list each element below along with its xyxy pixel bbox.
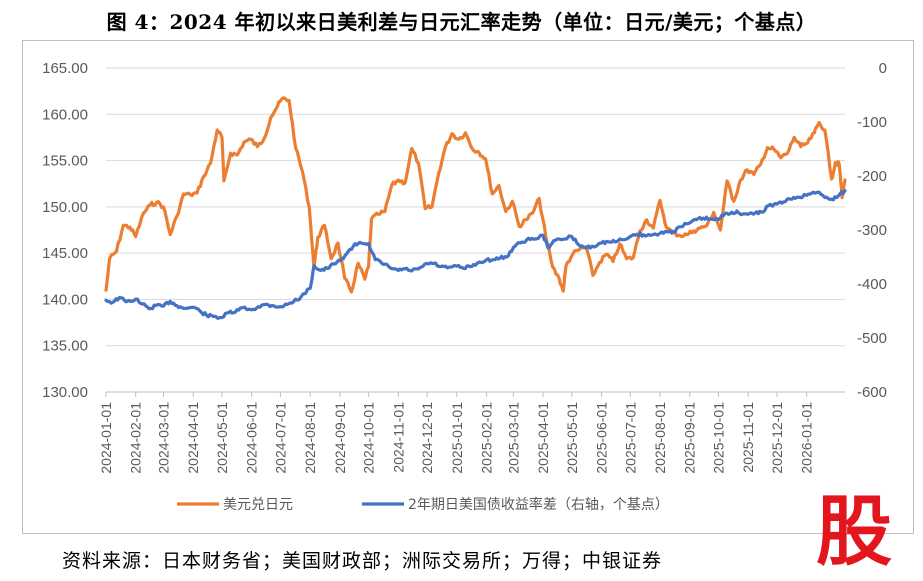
brand-logo-glyph: 股 xyxy=(816,487,892,570)
legend-label: 2年期日美国债收益率差（右轴，个基点） xyxy=(408,496,669,513)
x-tick-label: 2024-01-01 xyxy=(98,402,114,474)
legend-label: 美元兑日元 xyxy=(223,497,293,513)
y-right-tick-label: -100 xyxy=(857,114,887,131)
x-tick-label: 2024-07-01 xyxy=(272,402,288,474)
x-tick-label: 2024-04-01 xyxy=(185,402,201,474)
y-right-tick-label: 0 xyxy=(879,60,887,77)
x-tick-label: 2024-03-01 xyxy=(156,402,172,474)
x-tick-label: 2025-09-01 xyxy=(682,402,698,474)
y-right-tick-label: -600 xyxy=(857,384,887,401)
x-tick-label: 2025-04-01 xyxy=(535,402,551,474)
x-tick-label: 2025-03-01 xyxy=(505,402,521,474)
y-left-tick-label: 140.00 xyxy=(42,291,88,308)
x-tick-label: 2026-01-01 xyxy=(799,402,815,474)
x-tick-label: 2025-12-01 xyxy=(769,402,785,474)
y-right-tick-label: -400 xyxy=(857,276,887,293)
chart-title: 图 4：2024 年初以来日美利差与日元汇率走势（单位：日元/美元；个基点） xyxy=(106,10,817,34)
x-tick-label: 2025-11-01 xyxy=(740,402,756,473)
x-tick-label: 2025-06-01 xyxy=(594,402,610,474)
source-note: 资料来源：日本财务省；美国财政部；洲际交易所；万得；中银证券 xyxy=(62,550,663,572)
y-left-tick-label: 160.00 xyxy=(42,106,88,123)
y-left-tick-label: 145.00 xyxy=(42,245,88,262)
x-tick-label: 2024-12-01 xyxy=(419,402,435,474)
y-left-tick-label: 150.00 xyxy=(42,199,88,216)
series-line-2 xyxy=(104,189,847,320)
chart-frame xyxy=(22,40,914,534)
x-tick-label: 2024-10-01 xyxy=(361,402,377,474)
y-left-tick-label: 155.00 xyxy=(42,153,88,170)
x-tick-label: 2024-02-01 xyxy=(128,402,144,474)
x-tick-label: 2025-02-01 xyxy=(479,402,495,474)
x-tick-label: 2024-06-01 xyxy=(244,402,260,474)
x-tick-label: 2025-08-01 xyxy=(652,402,668,474)
x-tick-label: 2025-01-01 xyxy=(449,402,465,474)
x-tick-label: 2025-10-01 xyxy=(710,402,726,474)
x-tick-label: 2024-05-01 xyxy=(214,402,230,474)
x-tick-label: 2024-09-01 xyxy=(332,402,348,474)
series-line-1 xyxy=(104,96,847,294)
y-right-tick-label: -200 xyxy=(857,168,887,185)
x-tick-label: 2025-07-01 xyxy=(622,402,638,474)
x-tick-label: 2025-05-01 xyxy=(564,402,580,474)
brand-logo-icon: 股 xyxy=(816,487,892,570)
x-tick-label: 2024-11-01 xyxy=(390,402,406,473)
y-left-tick-label: 130.00 xyxy=(42,384,88,401)
y-left-tick-label: 165.00 xyxy=(42,60,88,77)
y-left-tick-label: 135.00 xyxy=(42,338,88,355)
x-tick-label: 2024-08-01 xyxy=(302,402,318,474)
y-right-tick-label: -500 xyxy=(857,330,887,347)
y-right-tick-label: -300 xyxy=(857,222,887,239)
